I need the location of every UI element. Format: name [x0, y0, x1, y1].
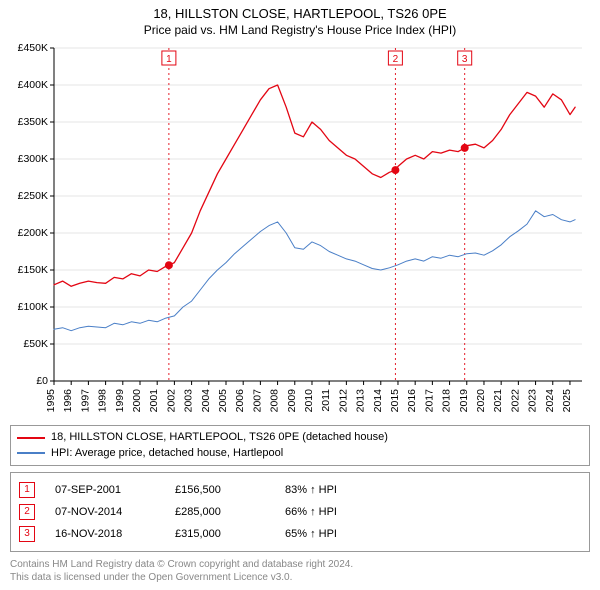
chart-container: 18, HILLSTON CLOSE, HARTLEPOOL, TS26 0PE… [0, 0, 600, 590]
svg-text:2019: 2019 [458, 389, 470, 413]
legend-label: HPI: Average price, detached house, Hart… [51, 446, 283, 461]
sale-date: 07-NOV-2014 [55, 506, 175, 518]
svg-text:1: 1 [166, 54, 172, 65]
sales-table: 1 07-SEP-2001£156,50083% ↑ HPI 2 07-NOV-201… [10, 472, 590, 552]
svg-text:1995: 1995 [45, 389, 57, 413]
svg-text:2024: 2024 [544, 389, 556, 413]
svg-text:1997: 1997 [79, 389, 91, 413]
sale-row: 2 07-NOV-2014£285,00066% ↑ HPI [19, 501, 581, 523]
legend-label: 18, HILLSTON CLOSE, HARTLEPOOL, TS26 0PE… [51, 430, 388, 445]
svg-text:2001: 2001 [148, 389, 160, 413]
svg-text:1996: 1996 [62, 389, 74, 413]
legend: 18, HILLSTON CLOSE, HARTLEPOOL, TS26 0PE… [10, 425, 590, 466]
svg-text:2013: 2013 [355, 389, 367, 413]
svg-text:£200K: £200K [18, 227, 48, 239]
line-chart-svg: £0 £50K £100K £150K £200K £250K £300K £350K £400… [10, 42, 590, 419]
svg-text:2023: 2023 [527, 389, 539, 413]
sale-date: 16-NOV-2018 [55, 528, 175, 540]
svg-text:2025: 2025 [561, 389, 573, 413]
svg-text:3: 3 [462, 54, 468, 65]
sale-marker-badge: 3 [19, 526, 35, 542]
chart-title: 18, HILLSTON CLOSE, HARTLEPOOL, TS26 0PE [10, 6, 590, 23]
svg-text:2007: 2007 [251, 389, 263, 413]
svg-text:£300K: £300K [18, 153, 48, 165]
svg-text:£400K: £400K [18, 79, 48, 91]
svg-text:£450K: £450K [18, 42, 48, 54]
sale-pct: 66% ↑ HPI [285, 506, 581, 518]
svg-text:2020: 2020 [475, 389, 487, 413]
sale-marker-badge: 2 [19, 504, 35, 520]
svg-text:1999: 1999 [114, 389, 126, 413]
svg-text:1998: 1998 [97, 389, 109, 413]
svg-text:2011: 2011 [320, 389, 332, 412]
svg-text:2010: 2010 [303, 389, 315, 413]
svg-text:2018: 2018 [441, 389, 453, 413]
svg-text:2002: 2002 [165, 389, 177, 413]
svg-text:2009: 2009 [286, 389, 298, 413]
sale-price: £315,000 [175, 528, 285, 540]
plot-area: £0 £50K £100K £150K £200K £250K £300K £350K £400… [10, 42, 590, 419]
svg-text:2022: 2022 [509, 389, 521, 413]
chart-subtitle: Price paid vs. HM Land Registry's House … [10, 23, 590, 39]
legend-swatch [17, 437, 45, 439]
svg-text:2017: 2017 [423, 389, 435, 413]
footer-attribution: Contains HM Land Registry data © Crown c… [10, 558, 590, 584]
svg-text:2008: 2008 [269, 389, 281, 413]
svg-text:2012: 2012 [337, 389, 349, 413]
svg-text:2004: 2004 [200, 389, 212, 413]
svg-text:£0: £0 [36, 375, 48, 387]
svg-text:2003: 2003 [183, 389, 195, 413]
sale-date: 07-SEP-2001 [55, 484, 175, 496]
footer-line-2: This data is licensed under the Open Gov… [10, 571, 590, 584]
svg-text:2005: 2005 [217, 389, 229, 413]
sale-price: £285,000 [175, 506, 285, 518]
sale-pct: 83% ↑ HPI [285, 484, 581, 496]
svg-text:£350K: £350K [18, 116, 48, 128]
sale-pct: 65% ↑ HPI [285, 528, 581, 540]
svg-text:2: 2 [393, 54, 399, 65]
sale-row: 3 16-NOV-2018£315,00065% ↑ HPI [19, 523, 581, 545]
sale-marker-badge: 1 [19, 482, 35, 498]
svg-text:2014: 2014 [372, 389, 384, 413]
footer-line-1: Contains HM Land Registry data © Crown c… [10, 558, 590, 571]
svg-text:2006: 2006 [234, 389, 246, 413]
legend-swatch [17, 452, 45, 454]
legend-item: HPI: Average price, detached house, Hart… [17, 446, 583, 461]
legend-item: 18, HILLSTON CLOSE, HARTLEPOOL, TS26 0PE… [17, 430, 583, 445]
svg-text:2000: 2000 [131, 389, 143, 413]
svg-text:2016: 2016 [406, 389, 418, 413]
svg-text:£250K: £250K [18, 190, 48, 202]
sale-price: £156,500 [175, 484, 285, 496]
svg-text:£150K: £150K [18, 264, 48, 276]
svg-text:2015: 2015 [389, 389, 401, 413]
svg-text:2021: 2021 [492, 389, 504, 413]
svg-text:£100K: £100K [18, 301, 48, 313]
sale-row: 1 07-SEP-2001£156,50083% ↑ HPI [19, 479, 581, 501]
svg-text:£50K: £50K [23, 338, 48, 350]
